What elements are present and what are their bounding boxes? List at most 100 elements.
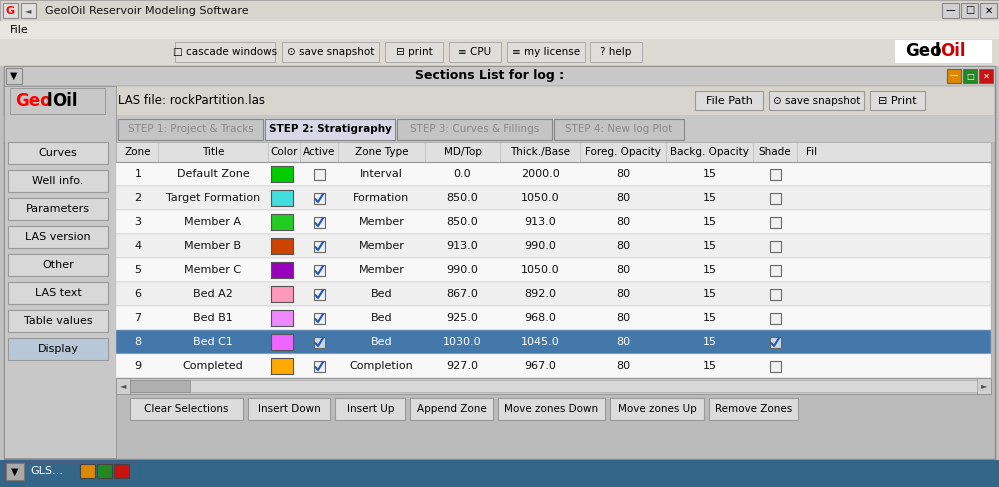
Text: 8: 8 — [135, 337, 142, 347]
Text: Completed: Completed — [183, 361, 244, 371]
Bar — [336, 398, 406, 420]
Bar — [21, 3, 36, 18]
Text: 80: 80 — [616, 241, 630, 251]
Bar — [116, 258, 991, 282]
Text: 15: 15 — [702, 361, 716, 371]
Bar — [116, 330, 991, 354]
Text: Well info.: Well info. — [32, 176, 84, 186]
Text: File Path: File Path — [705, 95, 752, 106]
Bar — [769, 241, 780, 251]
Bar — [0, 21, 999, 39]
Text: □ cascade windows: □ cascade windows — [173, 47, 277, 57]
Text: 913.0: 913.0 — [447, 241, 479, 251]
Text: Member: Member — [359, 265, 405, 275]
Bar — [769, 337, 780, 348]
Bar — [6, 463, 24, 480]
Bar — [265, 119, 395, 140]
Bar — [116, 282, 991, 306]
Text: Geo: Geo — [15, 92, 52, 110]
Bar — [314, 337, 325, 348]
Text: Insert Up: Insert Up — [347, 404, 394, 414]
Text: 5: 5 — [135, 265, 142, 275]
Text: 967.0: 967.0 — [524, 361, 555, 371]
Bar — [4, 66, 995, 459]
Text: Bed: Bed — [371, 337, 393, 347]
Bar — [114, 464, 129, 478]
Text: Other: Other — [42, 260, 74, 270]
Text: Formation: Formation — [354, 193, 410, 203]
Text: ▼: ▼ — [10, 71, 18, 81]
Bar — [695, 91, 763, 110]
Text: 15: 15 — [702, 265, 716, 275]
Text: —: — — [946, 5, 955, 16]
Bar — [116, 186, 991, 210]
Bar — [961, 3, 978, 18]
Text: 15: 15 — [702, 193, 716, 203]
Text: GeoIOil Reservoir Modeling Software: GeoIOil Reservoir Modeling Software — [45, 5, 249, 16]
Bar — [709, 398, 797, 420]
Bar — [977, 378, 991, 394]
Bar — [271, 334, 293, 350]
Text: 850.0: 850.0 — [447, 217, 479, 227]
Text: STEP 1: Project & Tracks: STEP 1: Project & Tracks — [128, 125, 254, 134]
Text: 2000.0: 2000.0 — [520, 169, 559, 179]
Text: 925.0: 925.0 — [447, 313, 479, 323]
Text: LAS version: LAS version — [25, 232, 91, 242]
Text: l: l — [935, 42, 941, 60]
Bar — [8, 338, 108, 360]
Bar — [271, 238, 293, 254]
Bar — [116, 234, 991, 258]
Bar — [8, 254, 108, 276]
Text: G: G — [6, 5, 15, 16]
Bar — [8, 282, 108, 304]
Bar — [769, 217, 780, 227]
Text: 867.0: 867.0 — [447, 289, 479, 299]
Bar — [116, 378, 130, 394]
Bar — [116, 162, 991, 186]
Text: 1030.0: 1030.0 — [444, 337, 482, 347]
Bar — [498, 398, 604, 420]
Bar — [282, 42, 379, 62]
Bar — [870, 91, 925, 110]
Bar — [116, 142, 991, 378]
Bar — [10, 88, 105, 114]
Text: 913.0: 913.0 — [524, 217, 555, 227]
Text: 968.0: 968.0 — [524, 313, 555, 323]
Bar — [963, 69, 977, 83]
Bar — [895, 40, 992, 63]
Text: LAS file: rockPartition.las: LAS file: rockPartition.las — [118, 94, 265, 108]
Bar — [769, 264, 780, 276]
Bar — [980, 3, 997, 18]
Bar — [4, 86, 995, 116]
Text: Curves: Curves — [39, 148, 77, 158]
Text: Append Zone: Append Zone — [417, 404, 487, 414]
Text: 80: 80 — [616, 169, 630, 179]
Bar — [609, 398, 704, 420]
Text: Member: Member — [359, 241, 405, 251]
Bar — [769, 91, 864, 110]
Bar — [3, 3, 18, 18]
Bar — [507, 42, 585, 62]
Text: ✕: ✕ — [984, 5, 993, 16]
Text: □: □ — [965, 5, 974, 16]
Bar — [4, 86, 116, 458]
Text: 80: 80 — [616, 361, 630, 371]
Text: Completion: Completion — [350, 361, 414, 371]
Text: Member: Member — [359, 217, 405, 227]
Text: Member A: Member A — [185, 217, 242, 227]
Text: 80: 80 — [616, 289, 630, 299]
Text: File: File — [10, 25, 29, 35]
Bar — [248, 398, 331, 420]
Text: Thick./Base: Thick./Base — [510, 147, 570, 157]
Bar — [554, 119, 684, 140]
Bar — [769, 288, 780, 300]
Text: ⊙ save snapshot: ⊙ save snapshot — [773, 95, 860, 106]
Bar — [8, 226, 108, 248]
Bar — [271, 358, 293, 374]
Text: ⊙ save snapshot: ⊙ save snapshot — [287, 47, 375, 57]
Text: Zone Type: Zone Type — [355, 147, 409, 157]
Text: ✕: ✕ — [982, 72, 989, 80]
Text: 9: 9 — [135, 361, 142, 371]
Text: Interval: Interval — [360, 169, 403, 179]
Text: 1045.0: 1045.0 — [520, 337, 559, 347]
